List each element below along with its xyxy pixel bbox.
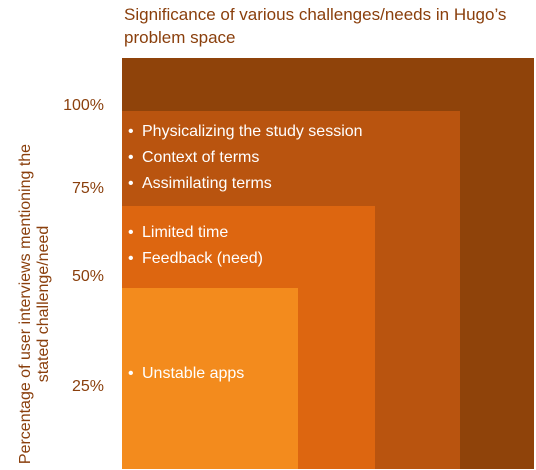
y-tick-100: 100%: [63, 97, 104, 114]
level-item: Context of terms: [122, 145, 460, 171]
level-items-1: Physicalizing the study sessionContext o…: [122, 119, 460, 197]
level-item: Physicalizing the study session: [122, 119, 460, 145]
level-item: Assimilating terms: [122, 171, 460, 197]
y-tick-75: 75%: [71, 180, 104, 197]
level-item: Limited time: [122, 220, 375, 246]
y-tick-50: 50%: [71, 268, 104, 285]
chart-title: Significance of various challenges/needs…: [124, 5, 507, 47]
y-tick-25: 25%: [71, 378, 104, 395]
level-box-3: Unstable apps: [122, 288, 298, 469]
level-items-2: Limited timeFeedback (need): [122, 220, 375, 272]
level-item: Unstable apps: [122, 361, 298, 387]
level-items-3: Unstable apps: [122, 361, 298, 387]
level-item: Feedback (need): [122, 246, 375, 272]
